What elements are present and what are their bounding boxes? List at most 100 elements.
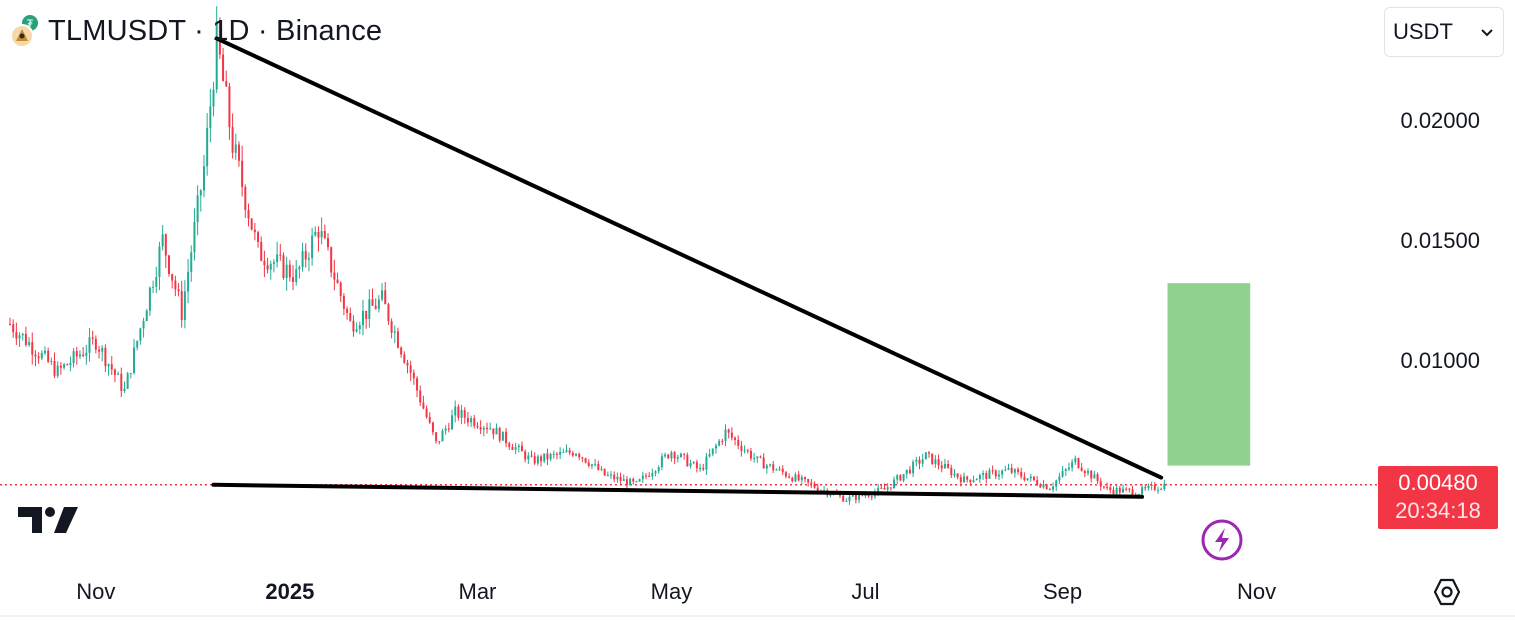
candle-body: [555, 453, 558, 455]
candle-body: [123, 388, 126, 391]
candle-body: [606, 474, 609, 476]
candle-body: [514, 447, 517, 450]
candle-body: [778, 468, 781, 470]
candle-body: [18, 335, 21, 339]
candle-body: [333, 272, 336, 280]
candle-body: [1048, 489, 1051, 491]
candle-body: [562, 451, 565, 453]
candle-body: [104, 347, 107, 367]
candle-body: [641, 475, 644, 480]
candle-body: [934, 459, 937, 464]
candle-body: [368, 299, 371, 319]
candle-body: [241, 160, 244, 187]
candle-body: [769, 464, 772, 466]
candle-body: [1074, 458, 1077, 463]
lightning-icon[interactable]: [1200, 518, 1244, 562]
candle-body: [1036, 479, 1039, 485]
candle-body: [956, 473, 959, 478]
candle-body: [565, 450, 568, 452]
candle-body: [431, 422, 434, 433]
candle-body: [288, 264, 291, 278]
candle-body: [161, 234, 164, 247]
candle-body: [594, 463, 597, 465]
candle-body: [393, 331, 396, 333]
candle-body: [1131, 489, 1134, 496]
candle-body: [346, 308, 349, 313]
candle-body: [571, 452, 574, 456]
candle-body: [222, 54, 225, 82]
candle-body: [1045, 484, 1048, 490]
candle-body: [848, 496, 851, 501]
candle-body: [756, 456, 759, 459]
candle-body: [113, 369, 116, 375]
descending-trendline[interactable]: [214, 36, 1164, 480]
candle-body: [950, 467, 953, 476]
candle-body: [651, 472, 654, 477]
settings-icon[interactable]: [1431, 576, 1463, 608]
candle-body: [775, 469, 778, 471]
candle-body: [889, 487, 892, 489]
candle-body: [498, 427, 501, 441]
tradingview-logo[interactable]: [16, 503, 80, 537]
candle-body: [336, 279, 339, 284]
candle-body: [858, 493, 861, 500]
candle-body: [695, 462, 698, 469]
candle-body: [527, 455, 530, 460]
candle-body: [250, 218, 253, 230]
candle-body: [330, 247, 333, 273]
candle-body: [428, 417, 431, 423]
candle-body: [966, 476, 969, 480]
candle-body: [492, 428, 495, 435]
candle-body: [75, 351, 78, 357]
candle-body: [12, 324, 15, 333]
candle-body: [759, 456, 762, 458]
candle-body: [721, 440, 724, 442]
candle-body: [72, 351, 75, 364]
candle-body: [317, 231, 320, 238]
candle-body: [349, 312, 352, 321]
candle-body: [629, 478, 632, 486]
candle-body: [98, 349, 101, 352]
candle-body: [1144, 487, 1147, 489]
candle-body: [371, 299, 374, 306]
candle-body: [686, 454, 689, 467]
candle-body: [416, 378, 419, 391]
candle-body: [912, 461, 915, 474]
candle-body: [145, 310, 148, 322]
candle-body: [419, 390, 422, 403]
candle-body: [505, 431, 508, 444]
candle-body: [749, 450, 752, 459]
candle-body: [743, 450, 746, 452]
candle-body: [444, 428, 447, 431]
candle-body: [139, 328, 142, 341]
candle-body: [43, 350, 46, 353]
candle-body: [886, 487, 889, 490]
y-tick-label: 0.02000: [1400, 108, 1480, 133]
candle-body: [206, 127, 209, 167]
candle-body: [524, 451, 527, 460]
candle-body: [177, 289, 180, 292]
candle-body: [972, 480, 975, 483]
x-tick-label: Mar: [459, 579, 497, 604]
candle-body: [37, 356, 40, 359]
candle-body: [896, 475, 899, 480]
candle-body: [947, 464, 950, 468]
candle-body: [158, 246, 161, 278]
currency-select[interactable]: USDT: [1384, 7, 1504, 57]
candle-body: [15, 332, 18, 339]
candle-body: [63, 364, 66, 368]
candle-body: [400, 347, 403, 355]
candle-body: [69, 363, 72, 366]
target-box[interactable]: [1167, 283, 1251, 466]
candle-body: [228, 86, 231, 128]
candle-body: [358, 325, 361, 330]
symbol-header[interactable]: ₮ TLMUSDT · 1D · Binance: [10, 14, 382, 48]
candle-body: [279, 254, 282, 256]
drawings[interactable]: [211, 36, 1164, 499]
candle-body: [1013, 469, 1016, 473]
candle-body: [1163, 483, 1166, 489]
candle-body: [546, 453, 549, 460]
support-line[interactable]: [211, 482, 1145, 499]
candle-body: [94, 338, 97, 350]
